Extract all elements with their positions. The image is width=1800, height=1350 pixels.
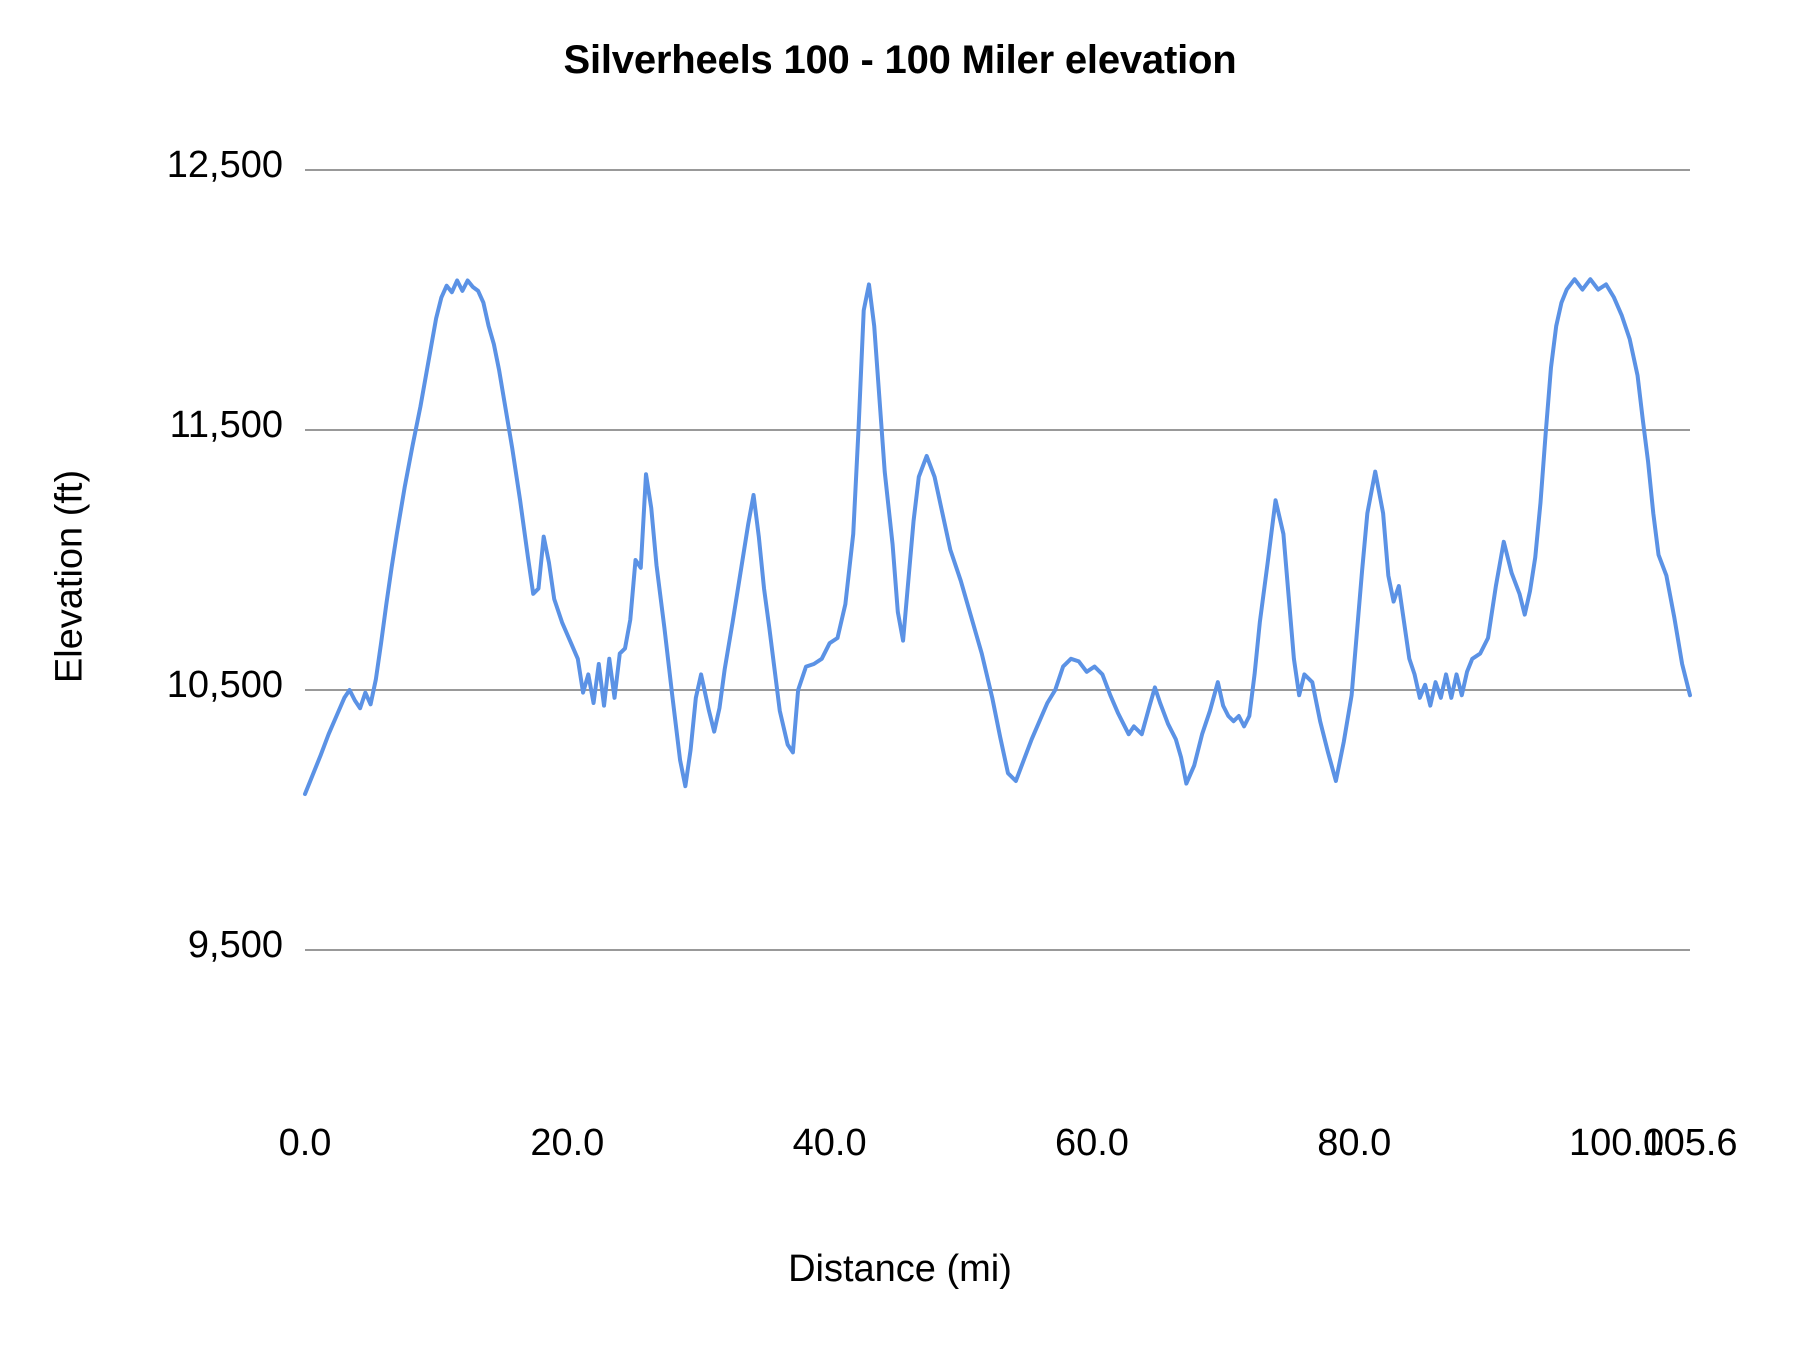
y-tick-label: 11,500 xyxy=(169,404,283,446)
x-tick-label: 40.0 xyxy=(792,1122,867,1164)
x-tick-label: 105.6 xyxy=(1642,1122,1738,1164)
y-tick-label: 10,500 xyxy=(166,664,283,706)
chart-title: Silverheels 100 - 100 Miler elevation xyxy=(563,38,1237,82)
y-tick-label: 9,500 xyxy=(187,924,283,966)
x-tick-label: 100.0 xyxy=(1569,1122,1665,1164)
x-tick-label: 80.0 xyxy=(1317,1122,1392,1164)
series-group xyxy=(303,277,1692,796)
x-tick-label: 20.0 xyxy=(530,1122,605,1164)
gridlines-group xyxy=(305,169,1690,951)
x-axis-title: Distance (mi) xyxy=(788,1248,1012,1290)
elevation-line xyxy=(303,277,1692,796)
y-axis-title: Elevation (ft) xyxy=(48,469,91,684)
x-tick-label: 0.0 xyxy=(278,1122,332,1164)
y-tick-label: 12,500 xyxy=(166,144,283,186)
x-tick-label: 60.0 xyxy=(1054,1122,1129,1164)
